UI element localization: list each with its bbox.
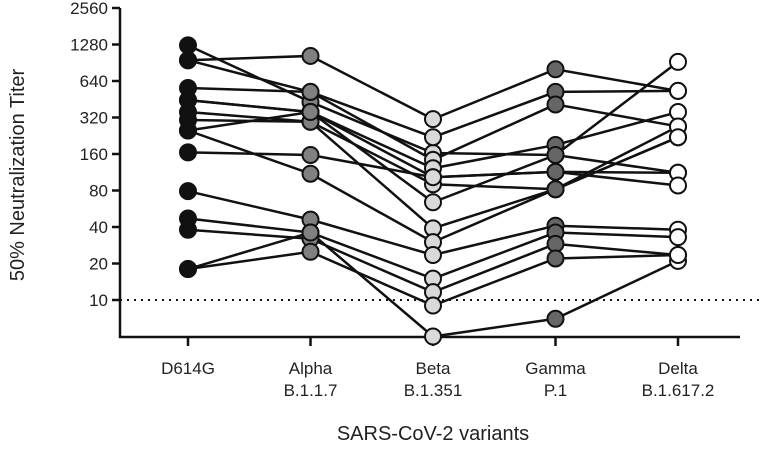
data-point (546, 60, 565, 79)
data-point (546, 162, 565, 181)
data-point (179, 260, 197, 279)
y-tick-label: 20 (89, 255, 108, 274)
x-tick-label: D614G (161, 359, 215, 378)
data-point (424, 168, 442, 187)
x-tick-sublabel: B.1.617.2 (642, 381, 715, 400)
data-point (546, 145, 565, 164)
data-point (301, 46, 320, 65)
data-point (301, 223, 320, 242)
x-tick-label: Alpha (289, 359, 333, 378)
data-point (546, 95, 565, 114)
data-point (179, 121, 197, 140)
y-tick-label: 2560 (70, 0, 108, 18)
series-line (187, 54, 679, 121)
data-point (301, 164, 320, 183)
y-axis-label: 50% Neutralization Titer (7, 69, 29, 282)
data-point (669, 228, 687, 247)
data-point (546, 180, 565, 199)
data-point (546, 309, 565, 328)
data-point (301, 82, 320, 101)
data-point (179, 220, 197, 239)
data-point (179, 143, 197, 162)
data-point (179, 51, 197, 70)
x-axis-label: SARS-CoV-2 variants (337, 423, 529, 445)
y-tick-label: 10 (89, 291, 108, 310)
x-tick-label: Gamma (525, 359, 586, 378)
data-point (669, 176, 687, 195)
data-point (301, 242, 320, 261)
data-point (424, 246, 442, 265)
y-tick-label: 160 (80, 145, 108, 164)
x-tick-sublabel: B.1.1.7 (284, 381, 338, 400)
x-tick-label: Beta (416, 359, 452, 378)
y-tick-label: 320 (80, 109, 108, 128)
data-point (669, 81, 687, 100)
data-point (301, 145, 320, 164)
data-point (669, 52, 687, 71)
y-tick-label: 640 (80, 72, 108, 91)
data-point (424, 128, 442, 147)
y-tick-label: 80 (89, 182, 108, 201)
data-point (179, 36, 197, 55)
x-tick-sublabel: P.1 (544, 381, 567, 400)
data-point (424, 110, 442, 129)
data-point (424, 193, 442, 212)
y-tick-label: 40 (89, 218, 108, 237)
data-point (546, 249, 565, 268)
x-tick-label: Delta (658, 359, 698, 378)
x-tick-sublabel: B.1.351 (404, 381, 463, 400)
data-point (669, 246, 687, 265)
data-point (669, 128, 687, 147)
data-point (424, 327, 442, 346)
data-point (179, 182, 197, 201)
data-point (301, 103, 320, 122)
y-tick-label: 1280 (70, 36, 108, 55)
data-point (424, 296, 442, 315)
